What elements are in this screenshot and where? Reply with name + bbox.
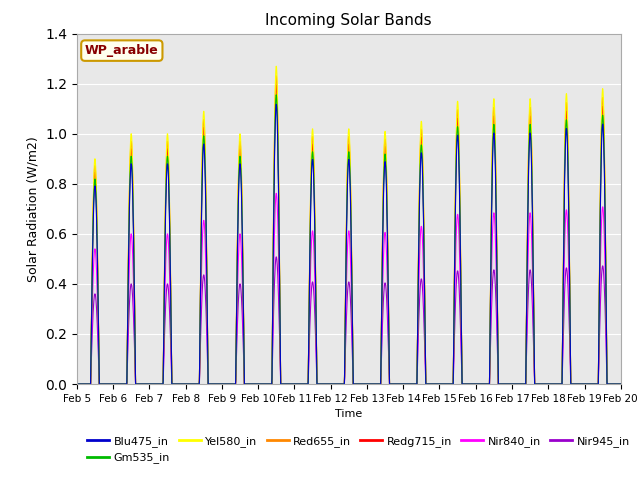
Y-axis label: Solar Radiation (W/m2): Solar Radiation (W/m2) [26, 136, 40, 282]
Text: WP_arable: WP_arable [85, 44, 159, 57]
Legend: Blu475_in, Gm535_in, Yel580_in, Red655_in, Redg715_in, Nir840_in, Nir945_in: Blu475_in, Gm535_in, Yel580_in, Red655_i… [83, 432, 634, 468]
X-axis label: Time: Time [335, 409, 362, 419]
Title: Incoming Solar Bands: Incoming Solar Bands [266, 13, 432, 28]
